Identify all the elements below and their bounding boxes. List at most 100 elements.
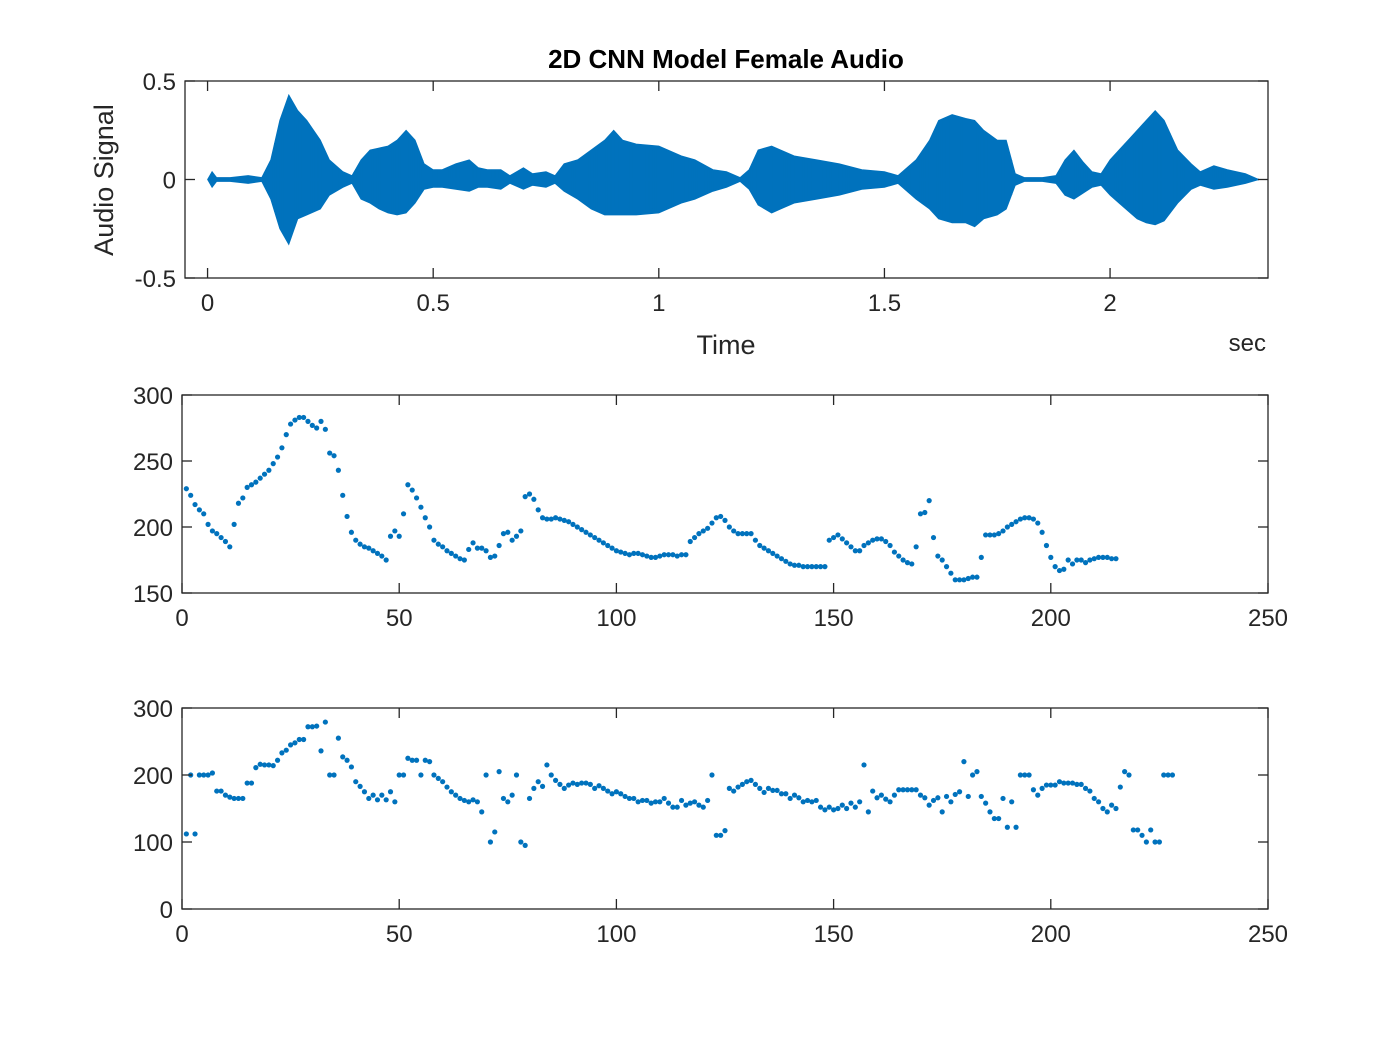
pitch-point	[344, 757, 350, 763]
pitch-point	[1004, 824, 1010, 830]
x-axis-unit-label: sec	[1229, 330, 1266, 357]
pitch-point	[500, 531, 507, 537]
chart-title: 2D CNN Model Female Audio	[548, 44, 904, 74]
pitch-point	[865, 540, 871, 546]
x-tick-label: 250	[1248, 921, 1288, 948]
pitch-point	[570, 521, 576, 527]
pitch-point	[522, 494, 528, 500]
pitch-point	[335, 467, 341, 473]
pitch-point	[1091, 795, 1097, 802]
pitch-point	[183, 486, 189, 492]
pitch-point	[922, 795, 928, 801]
pitch-point	[965, 793, 971, 800]
pitch-point	[613, 789, 620, 795]
pitch-point	[457, 556, 463, 562]
pitch-point	[231, 795, 237, 802]
pitch-point	[1074, 557, 1080, 563]
pitch-point	[500, 795, 507, 802]
pitch-point	[279, 750, 285, 756]
pitch-point	[917, 511, 924, 517]
pitch-point	[1035, 792, 1041, 798]
pitch-point	[809, 564, 815, 570]
pitch-point	[1043, 782, 1050, 788]
pitch-point	[1113, 556, 1119, 562]
pitch-scatter-panel-2: 0 50 100 150 200 250 0 100 200 300	[133, 696, 1288, 948]
pitch-point	[978, 554, 984, 560]
pitch-point	[566, 519, 572, 525]
pitch-point	[674, 553, 680, 559]
pitch-point	[192, 831, 198, 837]
pitch-point	[205, 772, 211, 778]
pitch-point	[361, 789, 368, 795]
pitch-point	[583, 529, 589, 535]
pitch-point	[939, 809, 945, 815]
pitch-point	[1069, 561, 1076, 567]
pitch-point	[270, 763, 276, 769]
pitch-point	[453, 553, 459, 559]
pitch-point	[874, 795, 880, 801]
pitch-point	[974, 574, 980, 580]
pitch-point	[296, 736, 302, 743]
y-tick-label: 200	[133, 515, 173, 542]
pitch-point	[266, 467, 272, 473]
pitch-point	[1109, 556, 1115, 562]
pitch-point	[574, 524, 580, 530]
pitch-point	[509, 792, 515, 798]
pitch-point	[1030, 516, 1037, 522]
pitch-point	[366, 795, 372, 802]
pitch-point	[253, 479, 259, 485]
pitch-point	[956, 577, 963, 583]
pitch-point	[422, 757, 428, 763]
pitch-point	[1130, 827, 1136, 833]
pitch-point	[1013, 824, 1019, 830]
pitch-point	[661, 795, 667, 802]
pitch-point	[544, 516, 550, 522]
pitch-point	[370, 548, 376, 554]
pitch-point	[466, 799, 472, 805]
pitch-point	[557, 781, 563, 787]
pitch-point	[405, 755, 411, 761]
pitch-point	[496, 769, 502, 775]
pitch-point	[331, 453, 337, 459]
pitch-point	[1169, 772, 1176, 778]
pitch-point	[770, 787, 776, 794]
pitch-point	[878, 536, 884, 542]
pitch-point	[1026, 772, 1032, 778]
pitch-point	[791, 792, 798, 798]
pitch-point	[774, 787, 780, 794]
pitch-point	[765, 548, 772, 554]
pitch-point	[639, 552, 646, 558]
pitch-point	[952, 791, 958, 798]
pitch-point	[987, 532, 993, 538]
pitch-point	[735, 531, 741, 537]
pitch-point	[196, 772, 202, 778]
pitch-point	[1087, 788, 1093, 794]
pitch-point	[961, 577, 967, 583]
pitch-point	[891, 792, 898, 798]
pitch-point	[296, 414, 302, 421]
pitch-point	[661, 552, 667, 558]
pitch-point	[804, 797, 811, 804]
pitch-point	[453, 792, 459, 798]
pitch-point	[648, 554, 654, 560]
pitch-point	[496, 542, 502, 549]
x-tick-label: 2	[1103, 290, 1116, 317]
pitch-point	[926, 802, 932, 808]
pitch-point	[1035, 520, 1041, 526]
pitch-point	[387, 789, 394, 795]
pitch-point	[1100, 805, 1106, 812]
pitch-point	[444, 784, 450, 790]
pitch-point	[479, 545, 485, 551]
pitch-point	[809, 799, 815, 805]
pitch-point	[587, 532, 593, 538]
pitch-point	[366, 545, 372, 551]
pitch-point	[817, 804, 824, 810]
pitch-point	[1039, 785, 1045, 792]
pitch-point	[566, 782, 572, 788]
pitch-point	[613, 548, 620, 554]
pitch-point	[935, 795, 941, 801]
pitch-point	[974, 769, 980, 775]
pitch-point	[687, 538, 693, 545]
pitch-point	[648, 800, 654, 806]
pitch-point	[709, 520, 715, 526]
